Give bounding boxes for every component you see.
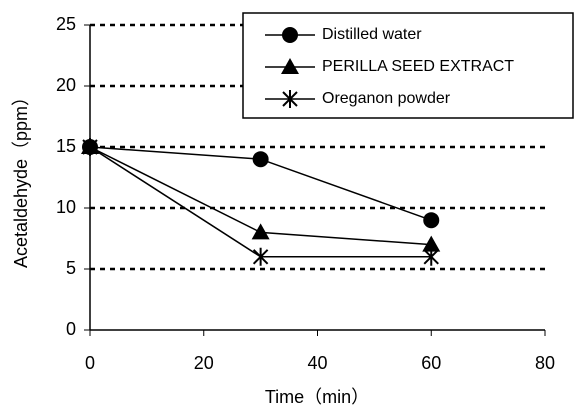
x-tick-label: 80 bbox=[535, 353, 555, 373]
legend-marker bbox=[282, 27, 298, 43]
legend-box bbox=[242, 12, 574, 119]
legend-label: Oreganon powder bbox=[322, 90, 451, 107]
legend-label: Distilled water bbox=[322, 26, 422, 43]
legend-marker bbox=[282, 90, 298, 108]
y-tick-label: 10 bbox=[56, 197, 76, 217]
y-tick-label: 0 bbox=[66, 319, 76, 339]
marker bbox=[423, 247, 439, 266]
x-tick-label: 20 bbox=[194, 353, 214, 373]
marker bbox=[82, 138, 98, 156]
y-axis-label: Acetaldehyde（ppm） bbox=[11, 88, 31, 268]
x-tick-label: 60 bbox=[421, 353, 441, 373]
marker bbox=[252, 247, 269, 266]
marker bbox=[252, 151, 269, 168]
legend-marker bbox=[281, 58, 299, 74]
legend-label: PERILLA SEED EXTRACT bbox=[322, 58, 514, 75]
marker bbox=[423, 212, 440, 229]
x-axis-label: Time（min） bbox=[265, 387, 369, 407]
y-tick-label: 20 bbox=[56, 75, 76, 95]
marker bbox=[422, 235, 441, 252]
marker bbox=[251, 223, 270, 240]
y-tick-label: 15 bbox=[56, 136, 76, 156]
x-tick-label: 0 bbox=[85, 353, 95, 373]
y-tick-label: 25 bbox=[56, 14, 76, 34]
y-tick-label: 5 bbox=[66, 258, 76, 278]
x-tick-label: 40 bbox=[307, 353, 327, 373]
